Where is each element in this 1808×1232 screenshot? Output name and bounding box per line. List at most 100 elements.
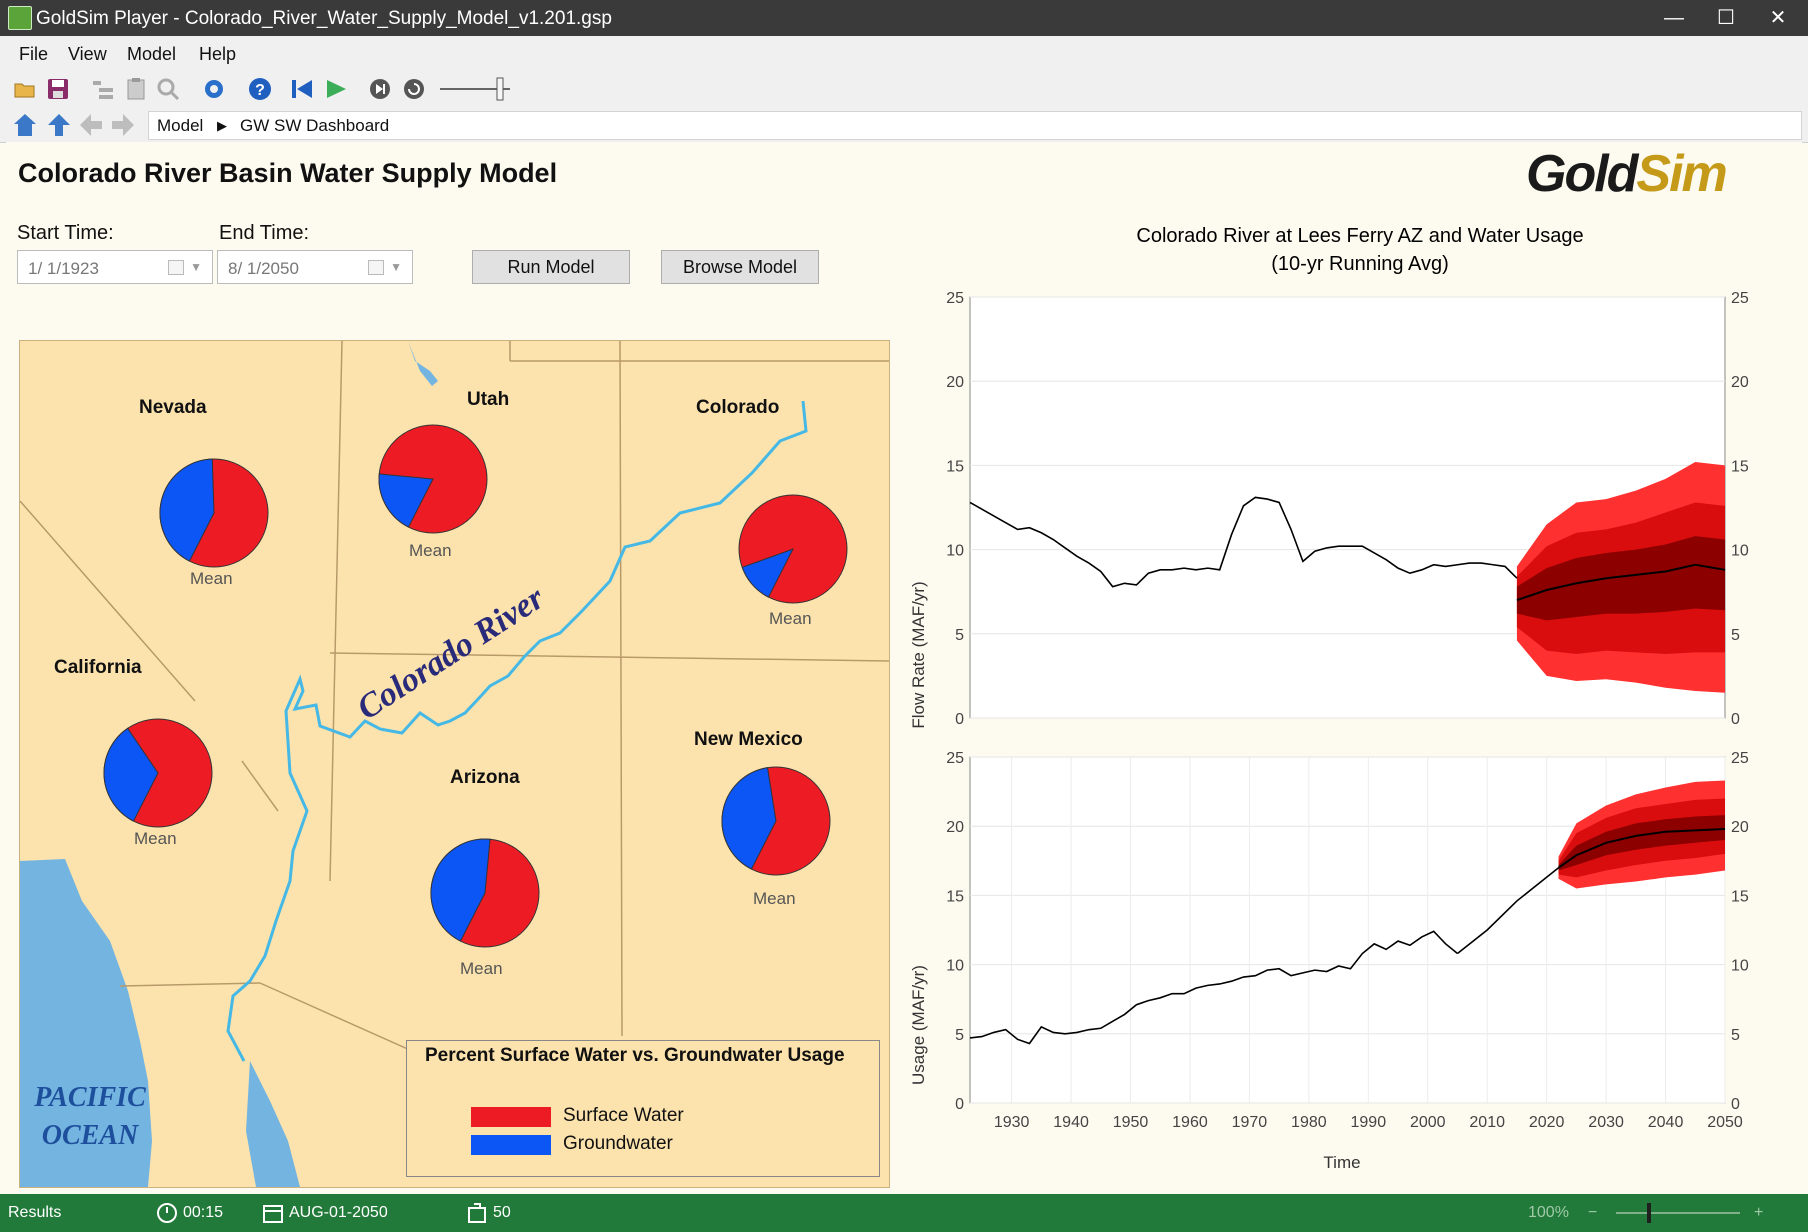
pie-colorado-groundwater bbox=[741, 548, 795, 598]
pie-legend: Percent Surface Water vs. Groundwater Us… bbox=[406, 1040, 880, 1177]
up-arrow-icon[interactable] bbox=[46, 112, 72, 138]
realizations-icon bbox=[468, 1203, 486, 1223]
forecast-mean-series bbox=[1557, 827, 1726, 869]
forecast-band-inner bbox=[1516, 536, 1725, 621]
x-tick-label: 2010 bbox=[1469, 1114, 1505, 1131]
y-tick-label: 10 bbox=[946, 958, 964, 975]
dropdown-arrow-icon[interactable]: ▼ bbox=[190, 260, 202, 274]
ocean-label-line-2: OCEAN bbox=[42, 1120, 140, 1151]
goldsim-logo: GoldSim bbox=[1526, 145, 1728, 203]
pie-mean-label-utah: Mean bbox=[409, 541, 452, 560]
y-tick-label: 25 bbox=[946, 750, 964, 767]
calendar-icon[interactable] bbox=[168, 260, 184, 275]
x-axis-label: Time bbox=[1323, 1153, 1360, 1172]
run-icon[interactable] bbox=[324, 77, 348, 101]
legend-swatch-groundwater bbox=[471, 1135, 551, 1155]
status-bar: Results 00:15 AUG-01-2050 50 100% − + bbox=[0, 1194, 1808, 1232]
calendar-icon[interactable] bbox=[368, 260, 384, 275]
legend-swatch-surface-water bbox=[471, 1107, 551, 1127]
svg-text:?: ? bbox=[255, 82, 265, 99]
pie-arizona-groundwater bbox=[430, 838, 491, 942]
colorado-river-line bbox=[226, 400, 808, 1062]
state-name-new-mexico: New Mexico bbox=[694, 729, 803, 750]
y-tick-label-right: 10 bbox=[1731, 958, 1749, 975]
start-time-label: Start Time: bbox=[17, 222, 114, 244]
x-tick-label: 1940 bbox=[1053, 1114, 1089, 1131]
x-tick-label: 1970 bbox=[1232, 1114, 1268, 1131]
y-tick-label-right: 25 bbox=[1731, 750, 1749, 767]
breadcrumb-separator-icon: ▶ bbox=[217, 118, 227, 133]
menu-help[interactable]: Help bbox=[199, 44, 237, 64]
pie-charts bbox=[103, 424, 848, 948]
flow-rate-chart: 0 0 5 5 10 10 15 15 20 20 25 25 bbox=[946, 290, 1749, 728]
pie-california-groundwater bbox=[103, 727, 159, 822]
x-tick-label: 2020 bbox=[1529, 1114, 1565, 1131]
usage-y-axis-label: Usage (MAF/yr) bbox=[909, 965, 928, 1085]
clipboard-icon[interactable] bbox=[124, 77, 148, 101]
state-name-colorado: Colorado bbox=[696, 397, 780, 418]
end-time-input[interactable]: 8/ 1/2050 ▼ bbox=[217, 250, 413, 284]
step-icon[interactable] bbox=[368, 77, 392, 101]
dropdown-arrow-icon[interactable]: ▼ bbox=[390, 260, 402, 274]
y-tick-label-right: 15 bbox=[1731, 888, 1749, 905]
find-icon[interactable] bbox=[156, 77, 180, 101]
home-icon[interactable] bbox=[12, 112, 38, 138]
page-title: Colorado River Basin Water Supply Model bbox=[18, 158, 558, 188]
zoom-level: 100% bbox=[1528, 1204, 1569, 1221]
maximize-button[interactable]: ☐ bbox=[1717, 7, 1735, 29]
y-tick-label-right: 5 bbox=[1731, 1027, 1740, 1044]
breadcrumb-current[interactable]: GW SW Dashboard bbox=[240, 116, 390, 135]
status-elapsed: 00:15 bbox=[183, 1204, 224, 1221]
pie-utah-groundwater bbox=[378, 473, 434, 528]
status-mode: Results bbox=[8, 1204, 62, 1221]
minimize-button[interactable]: — bbox=[1664, 7, 1684, 29]
menu-model[interactable]: Model bbox=[127, 44, 177, 64]
y-tick-label: 15 bbox=[946, 458, 964, 475]
forward-arrow-icon[interactable] bbox=[110, 112, 136, 138]
zoom-slider[interactable] bbox=[1614, 1202, 1742, 1224]
pie-mean-label-arizona: Mean bbox=[460, 959, 503, 978]
historical-series bbox=[969, 930, 1458, 1045]
browse-model-button[interactable]: Browse Model bbox=[661, 250, 819, 284]
time-series-charts: Colorado River at Lees Ferry AZ and Wate… bbox=[909, 225, 1749, 1172]
x-tick-label: 1980 bbox=[1291, 1114, 1327, 1131]
state-name-utah: Utah bbox=[467, 389, 510, 410]
speed-slider[interactable] bbox=[438, 76, 512, 102]
x-tick-label: 2040 bbox=[1648, 1114, 1684, 1131]
pie-nevada-groundwater bbox=[159, 458, 215, 562]
status-realizations: 50 bbox=[493, 1204, 511, 1221]
save-icon[interactable] bbox=[46, 77, 70, 101]
pie-new-mexico-groundwater bbox=[721, 767, 777, 870]
run-model-button[interactable]: Run Model bbox=[472, 250, 630, 284]
open-icon[interactable] bbox=[13, 77, 37, 101]
y-tick-label-right: 0 bbox=[1731, 711, 1740, 728]
tree-icon[interactable] bbox=[91, 77, 115, 101]
start-time-input[interactable]: 1/ 1/1923 ▼ bbox=[17, 250, 213, 284]
goldsim-app-icon bbox=[8, 6, 32, 30]
y-tick-label-right: 5 bbox=[1731, 627, 1740, 644]
reset-icon[interactable] bbox=[290, 77, 314, 101]
zoom-in-button[interactable]: + bbox=[1754, 1204, 1764, 1221]
pie-mean-label-california: Mean bbox=[134, 829, 177, 848]
gulf-of-california bbox=[246, 1061, 300, 1187]
state-name-arizona: Arizona bbox=[450, 767, 520, 788]
rerun-icon[interactable] bbox=[402, 77, 426, 101]
flow-y-axis-label: Flow Rate (MAF/yr) bbox=[909, 581, 928, 728]
legend-title: Percent Surface Water vs. Groundwater Us… bbox=[425, 1045, 845, 1066]
close-button[interactable]: ✕ bbox=[1769, 7, 1787, 29]
state-name-california: California bbox=[54, 657, 142, 678]
state-name-nevada: Nevada bbox=[139, 397, 207, 418]
help-icon[interactable]: ? bbox=[248, 77, 272, 101]
chart-title: Colorado River at Lees Ferry AZ and Wate… bbox=[1136, 225, 1583, 247]
zoom-out-button[interactable]: − bbox=[1588, 1204, 1598, 1221]
settings-icon[interactable] bbox=[202, 77, 226, 101]
state-borders bbox=[20, 341, 889, 1060]
menu-file[interactable]: File bbox=[19, 44, 49, 64]
calendar-icon bbox=[263, 1205, 283, 1223]
chart-subtitle: (10-yr Running Avg) bbox=[1271, 253, 1449, 275]
breadcrumb-model[interactable]: Model bbox=[157, 116, 204, 135]
x-tick-label: 1930 bbox=[994, 1114, 1030, 1131]
back-arrow-icon[interactable] bbox=[78, 112, 104, 138]
x-tick-label: 2050 bbox=[1707, 1114, 1743, 1131]
menu-view[interactable]: View bbox=[68, 44, 107, 64]
